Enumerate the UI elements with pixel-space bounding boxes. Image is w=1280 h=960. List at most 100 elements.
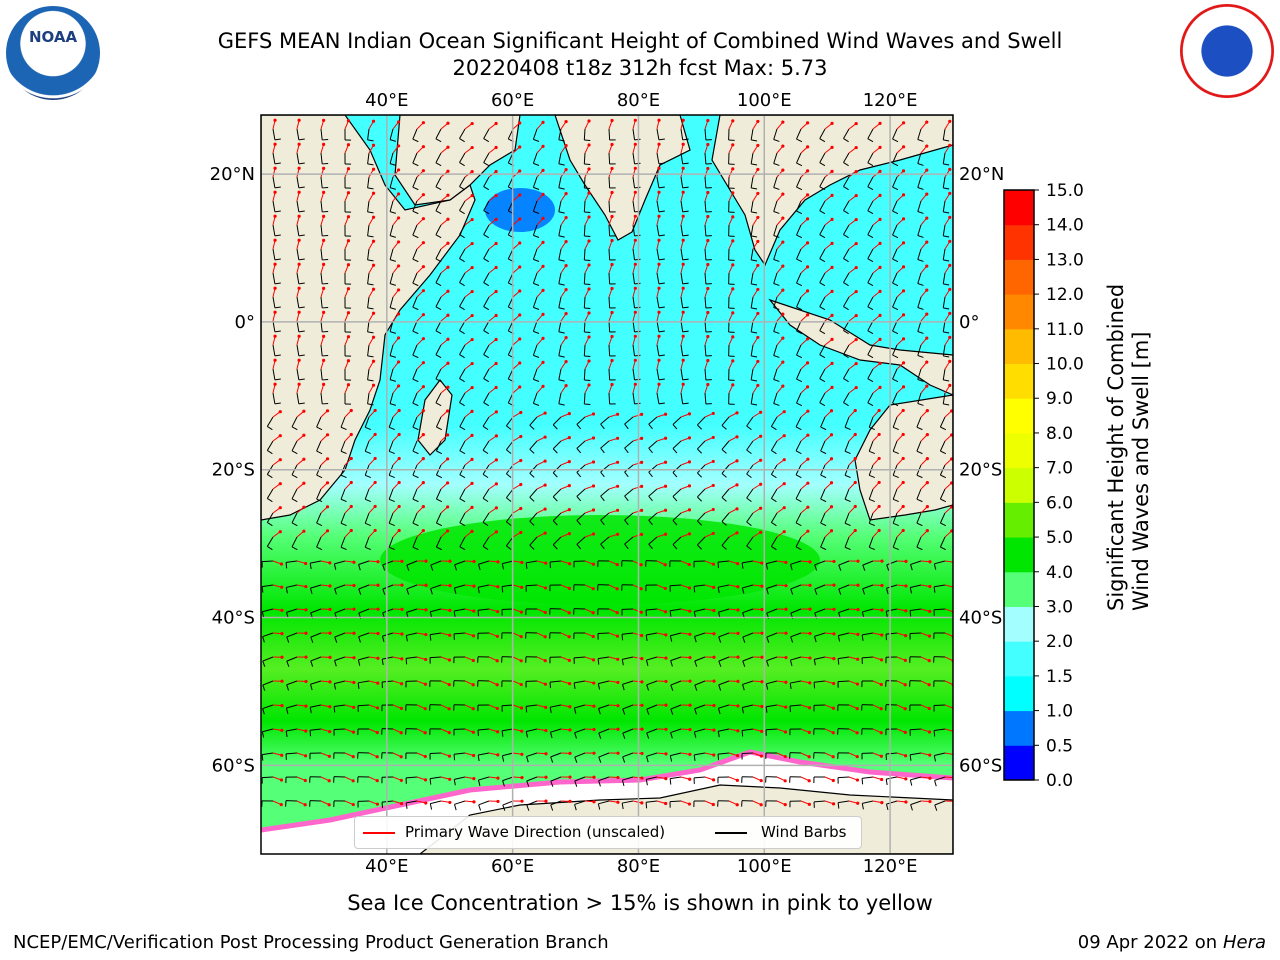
wind-barb (765, 728, 778, 736)
wave-direction-arrow (656, 560, 667, 567)
wave-direction-arrow (776, 655, 788, 660)
wind-barb (933, 584, 946, 593)
wind-barb (296, 320, 305, 333)
wind-barb (704, 320, 712, 333)
wave-direction-arrow (584, 727, 596, 732)
wave-direction-arrow (272, 608, 284, 612)
wind-barb (558, 272, 565, 286)
wave-direction-arrow (656, 358, 661, 370)
wind-barb (454, 560, 466, 571)
wind-barb (795, 440, 802, 455)
wind-barb (501, 560, 514, 570)
wave-direction-arrow (536, 240, 545, 250)
wind-barb (773, 128, 780, 142)
wind-barb (892, 536, 899, 551)
wave-direction-arrow (320, 262, 326, 274)
wave-direction-arrow (800, 704, 812, 710)
wind-barb (843, 200, 850, 215)
colorbar-segment (1004, 641, 1034, 677)
wave-direction-arrow (656, 584, 667, 591)
wave-direction-arrow (800, 481, 810, 490)
wind-barb (741, 752, 754, 760)
wind-barb (669, 584, 682, 592)
wave-direction-arrow (416, 481, 425, 490)
wave-direction-arrow (296, 190, 301, 202)
wave-direction-arrow (368, 607, 380, 611)
wind-barb (459, 344, 466, 359)
colorbar-segment (1004, 502, 1034, 538)
wave-direction-arrow (776, 144, 785, 154)
wave-direction-arrow (632, 382, 637, 394)
wave-direction-arrow (416, 241, 425, 250)
wave-direction-arrow (680, 484, 692, 490)
wind-barb (917, 152, 924, 166)
wind-barb (526, 752, 538, 763)
wind-barb (680, 272, 689, 285)
wave-direction-arrow (752, 215, 760, 226)
sea-ice-caption: Sea Ice Concentration > 15% is shown in … (347, 891, 933, 915)
wind-barb (656, 344, 665, 357)
wave-direction-arrow (608, 632, 620, 638)
wave-direction-arrow (320, 334, 326, 346)
wave-direction-arrow (536, 483, 547, 490)
wave-direction-arrow (536, 560, 548, 565)
wind-barb (459, 368, 466, 383)
wave-direction-arrow (776, 434, 786, 442)
wave-direction-arrow (536, 752, 548, 756)
wind-barb (532, 368, 540, 382)
wave-direction-arrow (392, 583, 404, 587)
wind-barb (296, 128, 305, 141)
wave-direction-arrow (344, 656, 356, 660)
wave-direction-arrow (560, 508, 571, 514)
wind-barb (261, 560, 274, 568)
wave-direction-arrow (464, 145, 474, 154)
wave-direction-arrow (392, 776, 403, 782)
wave-direction-arrow (656, 214, 661, 226)
wind-barb (861, 800, 874, 810)
wind-barb (532, 272, 540, 286)
wave-direction-arrow (512, 530, 523, 538)
wind-barb (750, 320, 758, 334)
wave-direction-arrow (632, 310, 637, 322)
wind-barb (285, 776, 298, 784)
wind-barb (272, 176, 281, 189)
wind-barb (344, 368, 352, 381)
wind-barb (750, 272, 758, 286)
wave-direction-arrow (704, 238, 710, 250)
wave-direction-arrow (272, 118, 277, 130)
wind-barb (608, 200, 616, 213)
wind-barb (453, 656, 466, 664)
wind-barb (795, 512, 802, 527)
wind-barb (333, 800, 346, 807)
wind-barb (405, 656, 418, 665)
wind-barb (704, 224, 712, 237)
wind-barb (765, 752, 778, 759)
wave-direction-arrow (704, 411, 715, 418)
wave-direction-arrow (416, 361, 425, 370)
wave-direction-arrow (368, 287, 376, 298)
wind-barb (838, 584, 850, 595)
wind-barb (412, 272, 419, 287)
wave-direction-arrow (464, 776, 476, 781)
wind-barb (364, 536, 371, 551)
wave-direction-arrow (680, 584, 692, 590)
wave-direction-arrow (392, 384, 401, 394)
wave-direction-arrow (464, 193, 474, 202)
wave-direction-arrow (632, 484, 644, 490)
wave-direction-arrow (488, 121, 498, 130)
wave-direction-arrow (512, 608, 524, 614)
wind-barb (453, 608, 466, 617)
wind-barb (344, 128, 352, 141)
wave-direction-arrow (296, 382, 301, 394)
wave-direction-arrow (680, 460, 692, 466)
wave-direction-arrow (728, 167, 735, 178)
wave-direction-arrow (896, 504, 905, 514)
wind-barb (340, 440, 347, 455)
wind-barb (656, 200, 665, 213)
wave-direction-arrow (848, 608, 860, 612)
wind-barb (459, 296, 466, 311)
wave-direction-arrow (920, 264, 929, 274)
wave-direction-arrow (704, 214, 710, 226)
wind-barb (867, 344, 874, 359)
wind-barb (358, 632, 370, 643)
